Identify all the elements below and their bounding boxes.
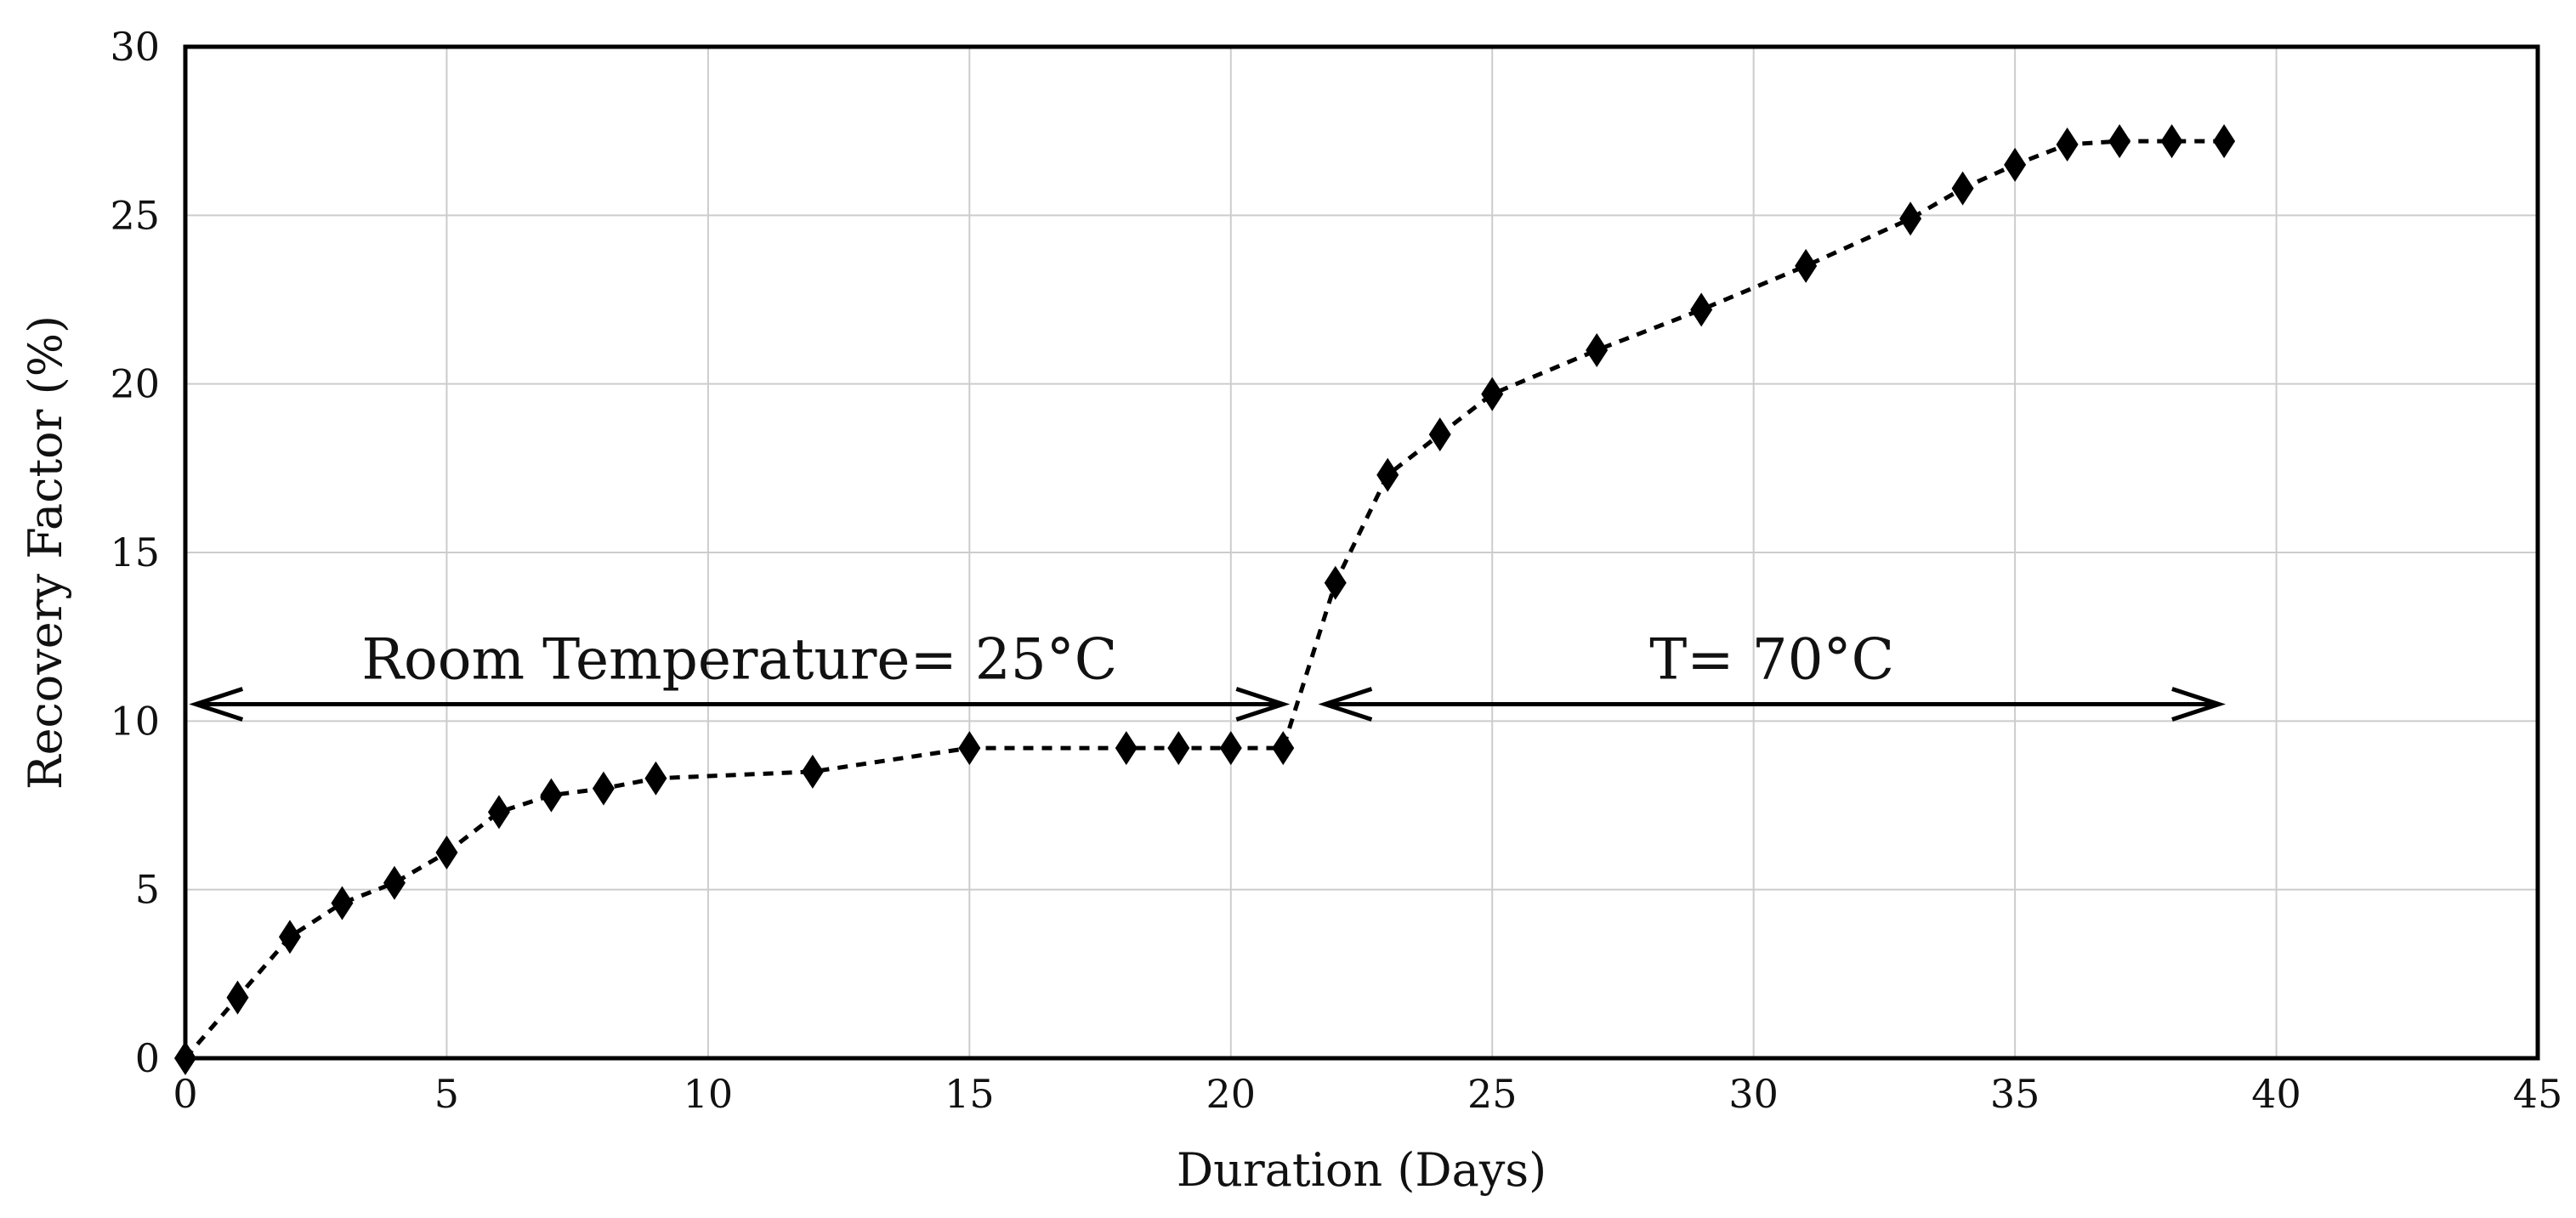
- x-tick-label: 30: [1728, 1071, 1779, 1117]
- annotations: Room Temperature= 25°C T= 70°C: [189, 627, 2226, 722]
- data-point-marker: [1795, 248, 1818, 283]
- data-point-marker: [2004, 147, 2027, 182]
- data-point-marker: [1428, 417, 1451, 452]
- annotation-arrowhead-right: [1235, 687, 1291, 722]
- data-point-marker: [487, 795, 510, 830]
- data-point-marker: [331, 886, 354, 921]
- y-tick-label: 30: [110, 24, 160, 70]
- y-tick-label: 20: [110, 361, 160, 407]
- data-point-marker: [1167, 731, 1190, 766]
- annotation-label: T= 70°C: [1649, 627, 1894, 693]
- x-tick-label: 0: [173, 1071, 197, 1117]
- y-tick-label: 25: [110, 192, 160, 238]
- data-point-marker: [1115, 731, 1138, 766]
- x-tick-label: 25: [1467, 1071, 1518, 1117]
- y-axis-title: Recovery Factor (%): [19, 315, 72, 790]
- plot-frame: [183, 44, 2540, 1061]
- y-tick-label: 15: [110, 530, 160, 575]
- data-point-marker: [1481, 377, 1504, 411]
- data-point-marker: [1951, 171, 1974, 206]
- data-point-marker: [2213, 124, 2236, 159]
- data-point-marker: [1586, 333, 1609, 367]
- grid: [185, 47, 2538, 1058]
- data-point-marker: [1324, 565, 1347, 600]
- data-point-marker: [2108, 124, 2131, 159]
- data-point-marker: [1219, 731, 1242, 766]
- data-point-marker: [644, 761, 667, 796]
- data-point-marker: [592, 771, 615, 806]
- x-tick-label: 45: [2513, 1071, 2563, 1117]
- data-point-marker: [1376, 457, 1399, 492]
- data-point-marker: [2160, 124, 2183, 159]
- x-axis-title: Duration (Days): [1177, 1143, 1546, 1197]
- data-point-marker: [435, 836, 458, 870]
- data-point-marker: [801, 754, 824, 789]
- x-tick-label: 35: [1990, 1071, 2040, 1117]
- series-recovery-factor: [174, 124, 2236, 1075]
- data-point-marker: [1272, 731, 1295, 766]
- x-tick-label: 5: [434, 1071, 459, 1117]
- data-point-marker: [1899, 201, 1922, 236]
- x-tick-label: 15: [945, 1071, 995, 1117]
- data-point-marker: [1690, 292, 1713, 327]
- x-tick-label: 20: [1206, 1071, 1257, 1117]
- x-tick-label: 40: [2251, 1071, 2301, 1117]
- series-line: [184, 139, 2225, 1060]
- data-point-marker: [383, 865, 406, 900]
- data-point-marker: [226, 980, 249, 1015]
- data-point-marker: [958, 731, 981, 766]
- y-tick-label: 0: [135, 1035, 160, 1081]
- annotation-arrowhead-left: [1318, 687, 1373, 722]
- x-tick-label: 10: [684, 1071, 734, 1117]
- data-point-marker: [2056, 127, 2079, 162]
- y-tick-label: 5: [135, 867, 160, 913]
- axis-ticks: 0 5 10 15 20 25 30 35 40 45 0 5 10 15 20 25 30: [110, 24, 2562, 1117]
- y-tick-label: 10: [110, 698, 160, 744]
- annotation-label: Room Temperature= 25°C: [361, 627, 1117, 693]
- annotation-arrowhead-right: [2171, 687, 2226, 722]
- annotation-arrowhead-left: [189, 687, 244, 722]
- data-point-marker: [278, 920, 301, 955]
- data-point-marker: [540, 778, 563, 813]
